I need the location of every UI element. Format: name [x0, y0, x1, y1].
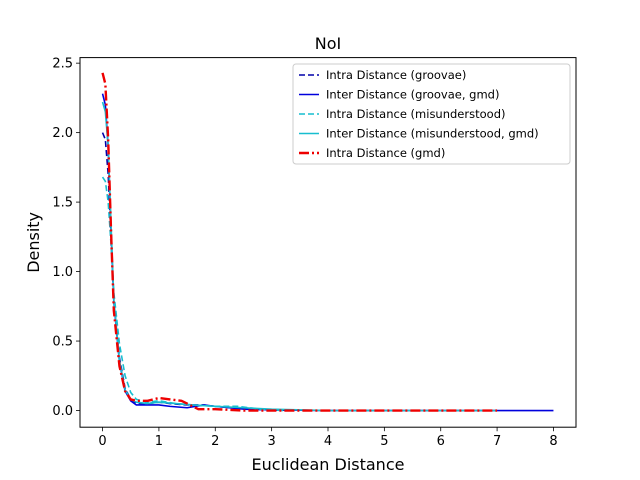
x-tick-label: 6 [437, 434, 445, 449]
legend-label-1: Intra Distance (groovae) [326, 68, 466, 82]
y-tick-label: 0.5 [52, 335, 73, 350]
legend-label-3: Intra Distance (misunderstood) [326, 107, 505, 121]
y-axis-ticks: 0.0 0.5 1.0 1.5 2.0 2.5 [52, 57, 80, 419]
y-tick-label: 2.0 [52, 126, 73, 141]
x-tick-label: 3 [267, 434, 275, 449]
legend-label-2: Inter Distance (groovae, gmd) [326, 88, 499, 102]
x-axis-ticks: 0 1 2 3 4 5 6 7 8 [98, 427, 558, 449]
legend-label-5: Intra Distance (gmd) [326, 146, 445, 160]
x-tick-label: 2 [211, 434, 219, 449]
series-lines [101, 72, 554, 412]
x-axis-label: Euclidean Distance [252, 455, 405, 474]
x-tick-label: 5 [380, 434, 388, 449]
series-line-5 [101, 72, 498, 412]
y-tick-label: 1.0 [52, 265, 73, 280]
x-tick-label: 7 [493, 434, 501, 449]
legend-label-4: Inter Distance (misunderstood, gmd) [326, 127, 539, 141]
x-tick-label: 1 [155, 434, 163, 449]
legend-box [292, 63, 571, 165]
x-tick-label: 8 [549, 434, 557, 449]
series-line-3 [101, 176, 283, 412]
chart-title: NoI [315, 34, 341, 53]
legend: Intra Distance (groovae) Inter Distance (… [292, 63, 571, 165]
x-tick-label: 4 [324, 434, 332, 449]
y-axis-label: Density [24, 212, 43, 273]
x-tick-label: 0 [98, 434, 106, 449]
y-tick-label: 1.5 [52, 196, 73, 211]
y-tick-label: 2.5 [52, 57, 73, 72]
y-tick-label: 0.0 [52, 404, 73, 419]
